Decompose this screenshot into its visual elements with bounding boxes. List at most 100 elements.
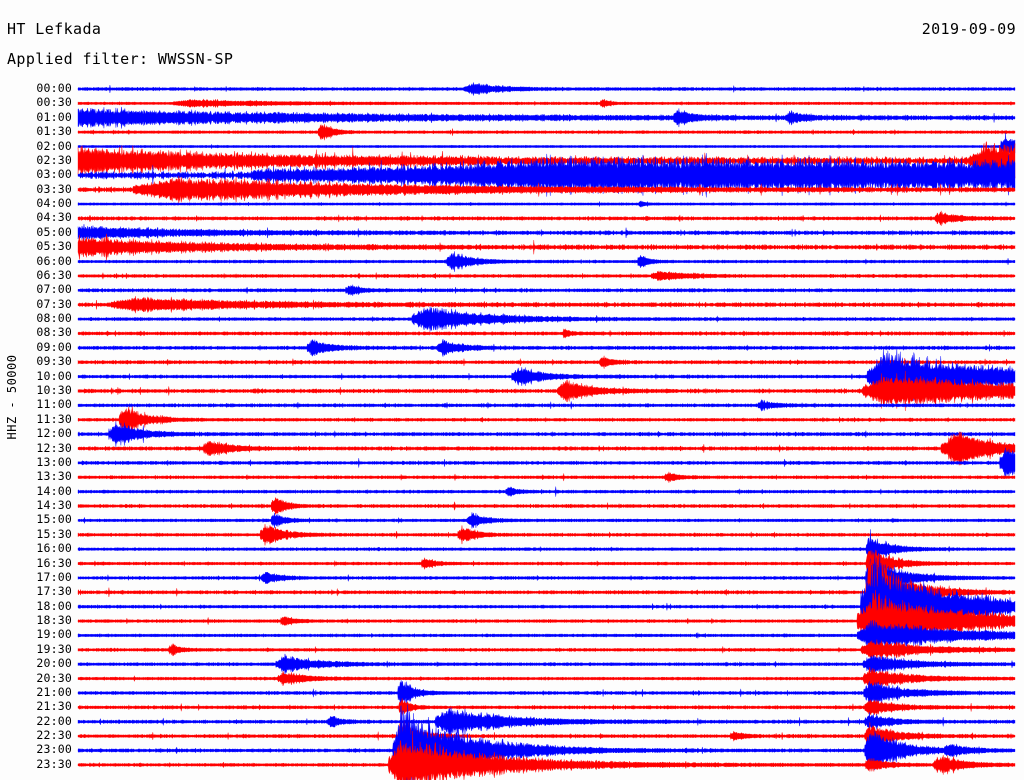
trace-row — [77, 471, 1016, 483]
time-label: 10:30 — [36, 382, 72, 397]
time-label: 13:00 — [36, 454, 72, 469]
trace-row — [77, 296, 1016, 314]
trace-row — [77, 447, 1016, 479]
trace-row — [77, 698, 1016, 717]
trace-row — [77, 284, 1016, 297]
trace-row — [77, 338, 1016, 357]
time-label: 16:00 — [36, 541, 72, 556]
time-label: 07:00 — [36, 282, 72, 297]
trace-row — [77, 704, 1016, 780]
time-label: 00:30 — [36, 95, 72, 110]
time-label: 00:00 — [36, 81, 72, 95]
time-label: 04:00 — [36, 196, 72, 211]
time-label: 08:30 — [36, 325, 72, 340]
time-label: 03:00 — [36, 167, 72, 182]
trace-row — [77, 106, 1016, 129]
time-label: 14:00 — [36, 483, 72, 498]
time-label: 23:30 — [36, 756, 72, 771]
trace-row — [77, 680, 1016, 706]
trace-row — [77, 328, 1016, 339]
time-label: 09:30 — [36, 354, 72, 369]
trace-row — [77, 653, 1016, 675]
record-date: 2019-09-09 — [921, 20, 1016, 38]
station-title: HT Lefkada — [7, 20, 102, 38]
trace-row — [77, 552, 1016, 632]
trace-row — [77, 431, 1016, 466]
trace-row — [77, 347, 1016, 407]
time-label: 06:00 — [36, 253, 72, 268]
time-label: 15:00 — [36, 512, 72, 527]
time-label: 02:30 — [36, 152, 72, 167]
time-label: 05:30 — [36, 239, 72, 254]
time-label: 06:30 — [36, 267, 72, 282]
time-label: 16:30 — [36, 555, 72, 570]
time-label: 20:00 — [36, 656, 72, 671]
trace-row — [77, 707, 1016, 737]
trace-row — [77, 306, 1016, 332]
time-label: 18:00 — [36, 598, 72, 613]
time-label: 23:00 — [36, 742, 72, 757]
trace-row — [77, 370, 1016, 412]
trace-row — [77, 486, 1016, 497]
trace-row — [77, 421, 1016, 447]
trace-row — [77, 82, 1016, 96]
trace-row — [77, 497, 1016, 515]
trace-row — [77, 124, 1016, 141]
trace-row — [77, 224, 1016, 242]
time-label: 07:30 — [36, 296, 72, 311]
time-label: 14:30 — [36, 498, 72, 513]
trace-row — [77, 512, 1016, 529]
trace-row — [77, 549, 1016, 578]
time-label: 21:30 — [36, 699, 72, 714]
time-label: 19:00 — [36, 627, 72, 642]
trace-row — [77, 667, 1016, 691]
trace-row — [77, 355, 1016, 369]
trace-row — [77, 529, 1016, 569]
trace-row — [77, 619, 1016, 652]
time-label: 20:30 — [36, 670, 72, 685]
time-axis: 00:00 00:30 01:00 01:30 02:00 02:30 03:00 03:30… — [0, 0, 76, 780]
time-label: 01:00 — [36, 109, 72, 124]
trace-row — [77, 210, 1016, 227]
time-label: 10:00 — [36, 368, 72, 383]
time-label: 15:30 — [36, 526, 72, 541]
time-label: 13:30 — [36, 469, 72, 484]
time-label: 05:00 — [36, 224, 72, 239]
time-label: 02:00 — [36, 138, 72, 153]
time-label: 03:30 — [36, 181, 72, 196]
trace-row — [77, 200, 1016, 208]
trace-row — [77, 639, 1016, 661]
trace-row — [77, 398, 1016, 412]
time-label: 21:00 — [36, 684, 72, 699]
time-label: 17:30 — [36, 584, 72, 599]
trace-row — [77, 406, 1016, 434]
trace-row — [77, 270, 1016, 282]
time-label: 12:30 — [36, 440, 72, 455]
trace-row — [77, 554, 1016, 659]
trace-row — [77, 589, 1016, 653]
time-label: 19:30 — [36, 641, 72, 656]
time-label: 17:00 — [36, 569, 72, 584]
time-label: 01:30 — [36, 124, 72, 139]
time-label: 08:00 — [36, 311, 72, 326]
time-label: 04:30 — [36, 210, 72, 225]
trace-row — [77, 555, 1016, 601]
time-label: 12:00 — [36, 426, 72, 441]
time-label: 22:30 — [36, 728, 72, 743]
time-label: 09:00 — [36, 339, 72, 354]
trace-row — [77, 153, 1016, 198]
trace-row — [77, 721, 1016, 752]
trace-row — [77, 251, 1016, 272]
trace-row — [77, 233, 1016, 261]
trace-row — [77, 524, 1016, 546]
time-label: 22:00 — [36, 713, 72, 728]
trace-row — [77, 175, 1016, 204]
time-label: 18:30 — [36, 613, 72, 628]
time-label: 11:00 — [36, 397, 72, 412]
time-label: 11:30 — [36, 411, 72, 426]
trace-row — [77, 731, 1016, 780]
applied-filter-label: Applied filter: WWSSN-SP — [7, 50, 234, 68]
